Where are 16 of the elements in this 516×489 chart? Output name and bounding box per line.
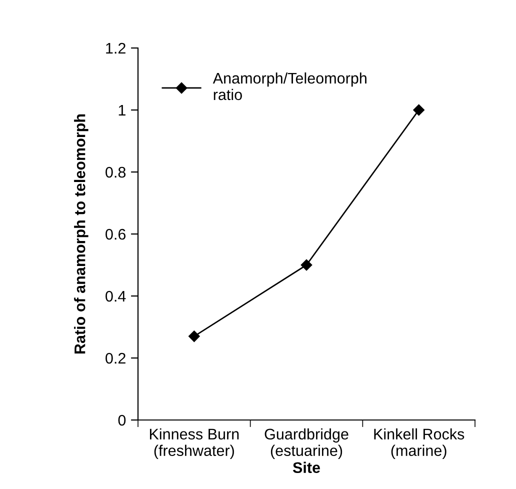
x-tick-label: Guardbridge (estuarine) bbox=[264, 428, 348, 460]
x-axis-title: Site bbox=[292, 462, 320, 474]
y-tick-label: 0.4 bbox=[106, 290, 126, 302]
point bbox=[300, 259, 312, 271]
y-tick-label: 0 bbox=[118, 414, 126, 426]
y-axis-title: Ratio of anamorph to teleomorph bbox=[74, 114, 88, 354]
point bbox=[413, 104, 424, 116]
y-tick-label: 0.2 bbox=[106, 352, 126, 364]
y-tick-label: 0.6 bbox=[106, 228, 126, 240]
y-tick-label: 1.2 bbox=[106, 42, 126, 54]
y-tick-label: 0.8 bbox=[106, 166, 126, 178]
point bbox=[188, 330, 200, 342]
x-tick-label: Kinness Burn (freshwater) bbox=[150, 428, 239, 460]
y-tick-label: 1 bbox=[118, 105, 126, 116]
legend-label: Anamorph/Teleomorph ratio bbox=[212, 72, 366, 100]
x-tick-label: Kinkell Rocks (marine) bbox=[374, 428, 464, 460]
